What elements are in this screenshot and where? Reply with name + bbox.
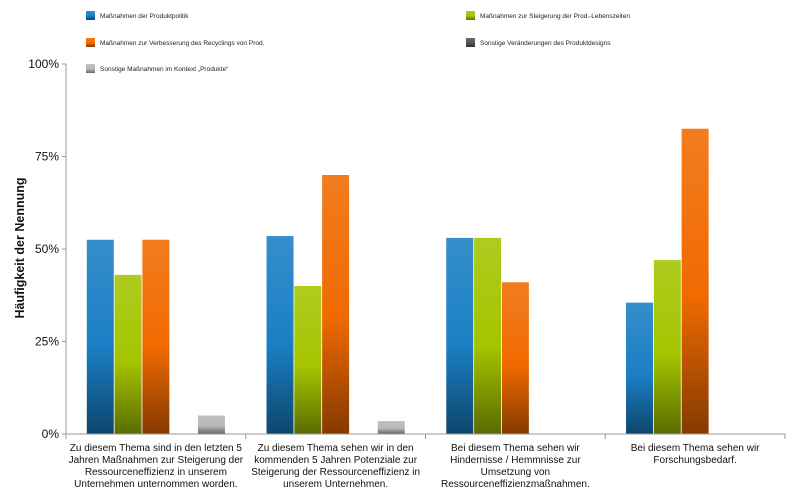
bar — [322, 175, 350, 434]
legend-swatch — [466, 11, 475, 20]
legend-swatch — [86, 11, 95, 20]
y-axis: 0% 25% 50% 75% 100% — [28, 57, 67, 441]
bar — [474, 237, 502, 434]
legend-swatch — [86, 38, 95, 47]
y-tick-label: 100% — [28, 57, 59, 71]
bar — [446, 237, 474, 434]
bar — [294, 286, 322, 434]
category-label: Zu diesem Thema sind in den letzten 5 Jah… — [69, 443, 244, 490]
bars — [86, 128, 709, 434]
bar — [86, 239, 114, 434]
category-label: Bei diesem Thema sehen wir Hindernisse / … — [441, 443, 590, 490]
bar — [142, 239, 170, 434]
bar — [653, 260, 681, 434]
category-labels: Zu diesem Thema sind in den letzten 5 Jah… — [69, 443, 761, 490]
y-tick-label: 75% — [35, 150, 59, 164]
bar — [681, 128, 709, 434]
y-axis-label: Häufigkeit der Nennung — [13, 178, 27, 319]
legend-swatch — [86, 64, 95, 73]
bar — [501, 282, 529, 434]
legend-label: Sonstige Veränderungen des Produktdesign… — [480, 40, 611, 47]
category-label: Bei diesem Thema sehen wir Forschungsbeda… — [631, 443, 760, 466]
legend-swatch — [466, 38, 475, 47]
bar — [114, 274, 142, 434]
bar — [377, 421, 405, 434]
legend-label: Sonstige Maßnahmen im Kontext „Produkte“ — [100, 66, 228, 73]
y-tick-label: 0% — [42, 427, 60, 441]
category-label: Zu diesem Thema sehen wir in den kommende… — [251, 443, 420, 490]
bar — [626, 302, 654, 434]
bar — [266, 236, 294, 434]
bar — [197, 415, 225, 434]
y-tick-label: 50% — [35, 242, 59, 256]
legend: Maßnahmen der Produktpolitik Maßnahmen zu… — [86, 11, 630, 73]
legend-label: Maßnahmen zur Verbesserung des Recycling… — [100, 40, 265, 47]
legend-label: Maßnahmen der Produktpolitik — [100, 13, 189, 20]
legend-label: Maßnahmen zur Steigerung der Prod.-Leben… — [480, 13, 630, 20]
y-tick-label: 25% — [35, 335, 59, 349]
x-axis — [65, 433, 786, 439]
